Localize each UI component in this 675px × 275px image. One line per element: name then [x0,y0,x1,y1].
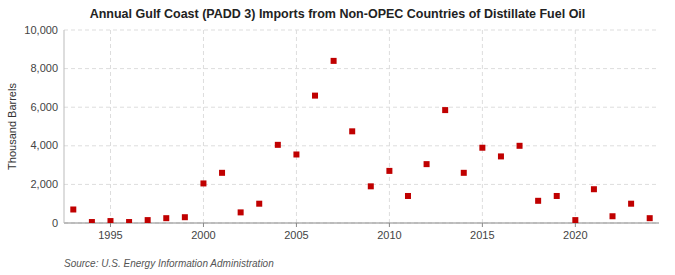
chart: Annual Gulf Coast (PADD 3) Imports from … [0,0,675,275]
grid-line-x [482,30,483,223]
point [182,214,188,220]
point [461,170,467,176]
grid-line-y [64,184,659,185]
point [331,58,337,64]
y-tick-label: 4,000 [30,139,58,151]
x-tick-label: 1995 [98,229,122,241]
y-tick-label: 8,000 [30,62,58,74]
grid-line-y [64,30,659,31]
point [293,151,299,157]
point [126,219,132,223]
y-tick-label: 0 [52,217,58,229]
grid-line-y [64,223,659,224]
point [256,201,262,207]
title: Annual Gulf Coast (PADD 3) Imports from … [90,7,586,21]
x-tick [575,223,576,227]
point [200,180,206,186]
point [442,107,448,113]
point [572,217,578,223]
grid-line-x [110,30,111,223]
point [89,219,95,223]
point [479,145,485,151]
point [312,93,318,99]
x-tick [110,223,111,227]
point [163,215,169,221]
point [70,206,76,212]
point [535,198,541,204]
point [405,193,411,199]
point [238,209,244,215]
x-tick [296,223,297,227]
point [610,213,616,219]
y-tick-label: 6,000 [30,101,58,113]
grid [64,30,659,223]
grid-line-x [389,30,390,223]
points [70,58,652,223]
grid-line-y [64,68,659,69]
y-tick-label: 10,000 [24,24,58,36]
point [554,193,560,199]
grid-line-x [203,30,204,223]
grid-line-x [296,30,297,223]
point [424,161,430,167]
point [647,215,653,221]
point [498,153,504,159]
point [107,218,113,223]
point [591,186,597,192]
point [349,128,355,134]
grid-line-x [575,30,576,223]
axes: 0 2,000 4,000 6,000 8,000 10,000 1995 2000 2005 2… [24,24,659,242]
source-note: Source: U.S. Energy Information Administ… [64,258,274,269]
x-tick-label: 2010 [377,229,401,241]
point [628,201,634,207]
x-tick-label: 2015 [470,229,494,241]
x-tick [482,223,483,227]
y-axis-line [64,30,65,223]
y-tick-label: 2,000 [30,178,58,190]
x-tick-label: 2000 [191,229,215,241]
grid-line-y [64,145,659,146]
x-tick-label: 2005 [284,229,308,241]
point [145,217,151,223]
point [386,168,392,174]
x-tick-label: 2020 [563,229,587,241]
x-axis-line [64,223,659,224]
x-tick [203,223,204,227]
point [368,183,374,189]
point [275,142,281,148]
point [219,170,225,176]
grid-line-y [64,107,659,108]
x-tick [389,223,390,227]
point [517,143,523,149]
y-axis-label: Thousand Barrels [6,83,18,170]
